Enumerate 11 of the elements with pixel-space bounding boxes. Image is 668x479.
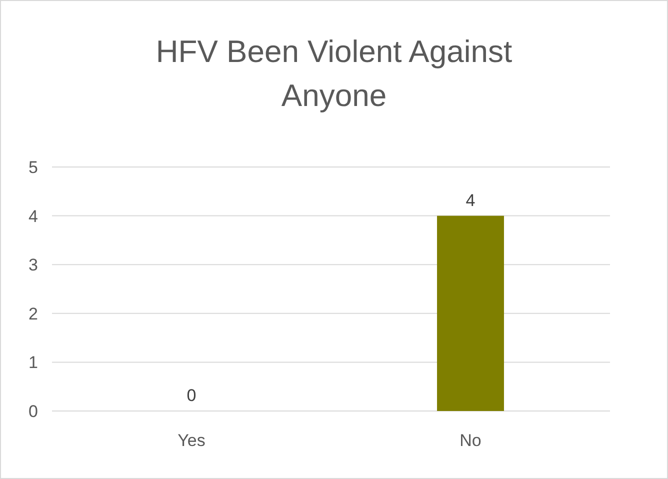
x-tick-label: No xyxy=(460,431,482,450)
y-tick-label: 1 xyxy=(28,353,38,372)
y-tick-label: 2 xyxy=(28,304,38,324)
y-tick-label: 5 xyxy=(28,158,38,177)
data-label: 0 xyxy=(186,386,196,405)
y-tick-label: 0 xyxy=(28,402,38,421)
data-label: 4 xyxy=(466,190,476,210)
y-tick-label: 3 xyxy=(28,256,38,275)
y-tick-label: 4 xyxy=(28,206,38,226)
x-tick-label: Yes xyxy=(178,431,206,450)
chart-title: HFV Been Violent Against Anyone xyxy=(156,34,512,113)
